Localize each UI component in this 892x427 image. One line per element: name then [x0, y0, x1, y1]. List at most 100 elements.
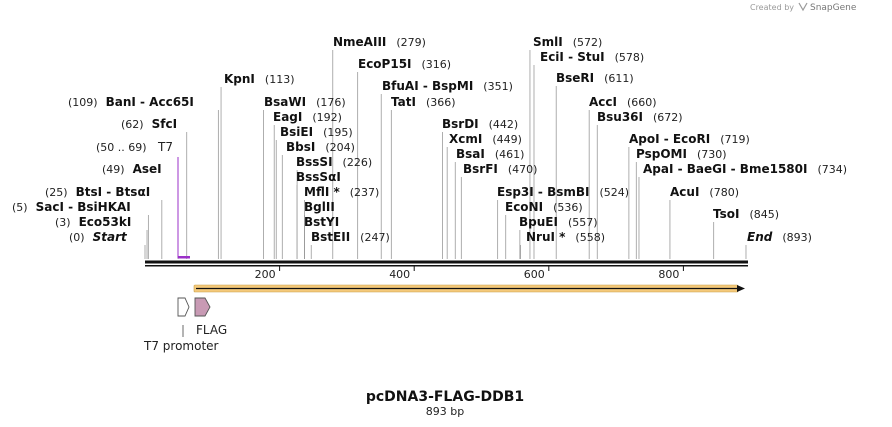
- site-asei-position: (49): [102, 163, 125, 176]
- site-bpuei[interactable]: BpuEI (557): [519, 215, 598, 229]
- site-eagi-position: (192): [312, 111, 342, 124]
- site-bfuai-bspmi-position: (351): [483, 80, 513, 93]
- site-tati[interactable]: TatI (366): [391, 95, 456, 109]
- site-start[interactable]: Start (0): [69, 230, 128, 244]
- site-bsiei-name: BsiEI: [280, 125, 313, 139]
- site-end-position: (893): [782, 231, 812, 244]
- primer-bar: [178, 256, 190, 259]
- site-saci-bsihkai-position: (5): [12, 201, 28, 214]
- site-bsss-i[interactable]: BssSαI: [296, 170, 341, 184]
- site-bsteii-name: BstEII: [311, 230, 350, 244]
- site-saci-bsihkai[interactable]: SacI - BsiHKAI (5): [12, 200, 131, 214]
- site-smli[interactable]: SmlI (572): [533, 35, 602, 49]
- site-ecii-stui[interactable]: EciI - StuI (578): [540, 50, 644, 64]
- site-bsu36i[interactable]: Bsu36I (672): [597, 110, 683, 124]
- site-bpuei-name: BpuEI: [519, 215, 558, 229]
- site-bfuai-bspmi-name: BfuAI - BspMI: [382, 79, 473, 93]
- site-eagi[interactable]: EagI (192): [273, 110, 342, 124]
- site-mfli-name: MflI *: [304, 185, 340, 199]
- site-eco53ki-position: (3): [55, 216, 71, 229]
- site-start-name: Start: [93, 230, 128, 244]
- site-bbsi[interactable]: BbsI (204): [286, 140, 355, 154]
- site-btsi-bts-i[interactable]: BtsI - BtsαI (25): [45, 185, 150, 199]
- site-mfli[interactable]: MflI * (237): [304, 185, 379, 199]
- site-bsawi[interactable]: BsaWI (176): [264, 95, 346, 109]
- site-acci-name: AccI: [589, 95, 617, 109]
- site-asei-name: AseI: [133, 162, 162, 176]
- site-nrui-name: NruI *: [526, 230, 566, 244]
- site-pspomi[interactable]: PspOMI (730): [636, 147, 727, 161]
- site-mfli-position: (237): [350, 186, 380, 199]
- site-apoi-ecori[interactable]: ApoI - EcoRI (719): [629, 132, 750, 146]
- site-apoi-ecori-name: ApoI - EcoRI: [629, 132, 710, 146]
- site-bfuai-bspmi[interactable]: BfuAI - BspMI (351): [382, 79, 513, 93]
- site-bsteii[interactable]: BstEII (247): [311, 230, 390, 244]
- site-bseri[interactable]: BseRI (611): [556, 71, 634, 85]
- site-bsai[interactable]: BsaI (461): [456, 147, 524, 161]
- site-econi-position: (536): [553, 201, 583, 214]
- site-tsoi[interactable]: TsoI (845): [713, 207, 779, 221]
- site-acui[interactable]: AcuI (780): [670, 185, 739, 199]
- site-nrui[interactable]: NruI * (558): [526, 230, 605, 244]
- site-apai-baegi-bme1580i-position: (734): [817, 163, 847, 176]
- site-bsai-name: BsaI: [456, 147, 485, 161]
- site-esp3i-bsmbi-position: (524): [599, 186, 629, 199]
- site-bstyi[interactable]: BstYI: [304, 215, 339, 229]
- site-bstyi-name: BstYI: [304, 215, 339, 229]
- site-bsawi-position: (176): [316, 96, 346, 109]
- feature-label-t7-promoter: T7 promoter: [143, 339, 219, 353]
- site-kpni[interactable]: KpnI (113): [224, 72, 295, 86]
- primer-label: T7: [157, 140, 173, 154]
- site-asei[interactable]: AseI (49): [102, 162, 162, 176]
- site-bsai-position: (461): [495, 148, 525, 161]
- site-econi[interactable]: EcoNI (536): [505, 200, 583, 214]
- site-acui-name: AcuI: [670, 185, 699, 199]
- orf-feature[interactable]: [193, 284, 745, 293]
- site-acci[interactable]: AccI (660): [589, 95, 657, 109]
- site-eagi-name: EagI: [273, 110, 302, 124]
- site-labels: NmeAIII (279) EcoP15I (316) KpnI (113) BfuAI -…: [12, 35, 847, 244]
- snapgene-credit: Created by SnapGene: [750, 2, 857, 13]
- site-bsrdi[interactable]: BsrDI (442): [442, 117, 518, 131]
- site-esp3i-bsmbi[interactable]: Esp3I - BsmBI (524): [497, 185, 629, 199]
- site-bbsi-position: (204): [325, 141, 355, 154]
- site-ecop15i-position: (316): [422, 58, 452, 71]
- ruler: 200 400 600 800: [255, 265, 684, 281]
- site-tsoi-name: TsoI: [713, 207, 739, 221]
- site-tati-position: (366): [426, 96, 456, 109]
- site-sfci-name: SfcI: [152, 117, 177, 131]
- site-end[interactable]: End (893): [747, 230, 812, 244]
- site-xcmi[interactable]: XcmI (449): [449, 132, 522, 146]
- site-eco53ki-name: Eco53kI: [79, 215, 132, 229]
- site-bsrfi-name: BsrFI: [463, 162, 498, 176]
- site-sfci[interactable]: SfcI (62): [121, 117, 177, 131]
- flag-arrow-icon: [194, 297, 211, 317]
- site-apai-baegi-bme1580i[interactable]: ApaI - BaeGI - Bme1580I (734): [643, 162, 847, 176]
- site-bsrfi[interactable]: BsrFI (470): [463, 162, 537, 176]
- site-nrui-position: (558): [575, 231, 605, 244]
- site-bsiei[interactable]: BsiEI (195): [280, 125, 353, 139]
- site-xcmi-name: XcmI: [449, 132, 482, 146]
- orf-arrowhead-icon: [737, 285, 745, 292]
- feature-t7-promoter[interactable]: T7 promoter: [143, 297, 219, 353]
- backbone-strand-bottom: [145, 265, 748, 267]
- site-bsssi[interactable]: BssSI (226): [296, 155, 372, 169]
- site-ecop15i[interactable]: EcoP15I (316): [358, 57, 451, 71]
- site-eco53ki[interactable]: Eco53kI (3): [55, 215, 131, 229]
- credit-brand: SnapGene: [810, 3, 857, 13]
- site-esp3i-bsmbi-name: Esp3I - BsmBI: [497, 185, 589, 199]
- site-ecii-stui-position: (578): [615, 51, 645, 64]
- ruler-label-600: 600: [524, 268, 545, 281]
- site-start-position: (0): [69, 231, 85, 244]
- feature-flag[interactable]: FLAG: [194, 297, 227, 337]
- site-ecop15i-name: EcoP15I: [358, 57, 412, 71]
- site-smli-position: (572): [573, 36, 603, 49]
- site-bani-acc65i-position: (109): [68, 96, 98, 109]
- ruler-label-200: 200: [255, 268, 276, 281]
- site-bani-acc65i[interactable]: BanI - Acc65I (109): [68, 95, 194, 109]
- primer-t7[interactable]: (50 .. 69) T7: [96, 140, 190, 259]
- site-nmeaiii[interactable]: NmeAIII (279): [333, 35, 426, 49]
- site-bani-acc65i-name: BanI - Acc65I: [106, 95, 194, 109]
- site-bglii[interactable]: BglII: [304, 200, 335, 214]
